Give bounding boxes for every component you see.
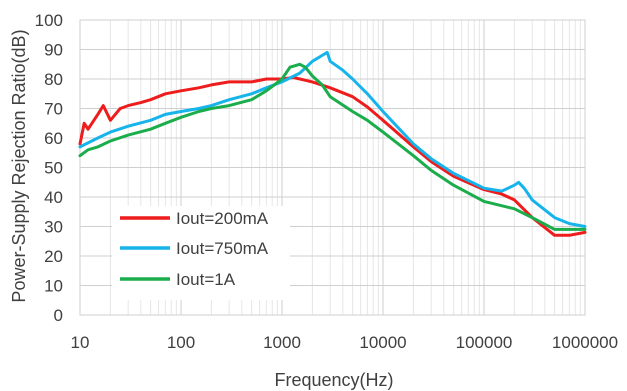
series-line-iout-750ma <box>78 50 587 228</box>
y-tick-label: 20 <box>44 247 63 266</box>
x-tick-label: 10000 <box>359 333 406 352</box>
legend-label: Iout=750mA <box>176 239 269 258</box>
x-tick-label: 10 <box>71 333 90 352</box>
x-tick-label: 100000 <box>456 333 513 352</box>
series-lines <box>78 50 587 237</box>
y-tick-label: 40 <box>44 188 63 207</box>
y-tick-label: 70 <box>44 100 63 119</box>
legend-label: Iout=1A <box>176 270 236 289</box>
y-axis-tick-labels: 0 10 20 30 40 50 60 70 80 90 100 <box>35 11 63 325</box>
y-tick-label: 60 <box>44 129 63 148</box>
legend-label: Iout=200mA <box>176 209 269 228</box>
y-tick-label: 100 <box>35 11 63 30</box>
x-tick-label: 1000000 <box>552 333 618 352</box>
x-tick-label: 100 <box>167 333 195 352</box>
legend-background <box>112 206 290 300</box>
x-axis-title: Frequency(Hz) <box>274 370 393 390</box>
y-axis-title: Power-Supply Rejection Ratio(dB) <box>9 29 29 302</box>
y-tick-label: 80 <box>44 70 63 89</box>
y-tick-label: 30 <box>44 218 63 237</box>
y-tick-label: 90 <box>44 41 63 60</box>
plot-area-border <box>79 19 586 316</box>
y-tick-label: 50 <box>44 159 63 178</box>
x-tick-label: 1000 <box>263 333 301 352</box>
y-tick-label: 10 <box>44 277 63 296</box>
y-tick-label: 0 <box>54 306 63 325</box>
legend: Iout=200mA Iout=750mA Iout=1A <box>112 206 290 300</box>
series-line-iout-200ma <box>78 76 587 237</box>
series-line-iout-1a <box>78 62 587 231</box>
x-axis-tick-labels: 10 100 1000 10000 100000 1000000 <box>71 333 619 352</box>
